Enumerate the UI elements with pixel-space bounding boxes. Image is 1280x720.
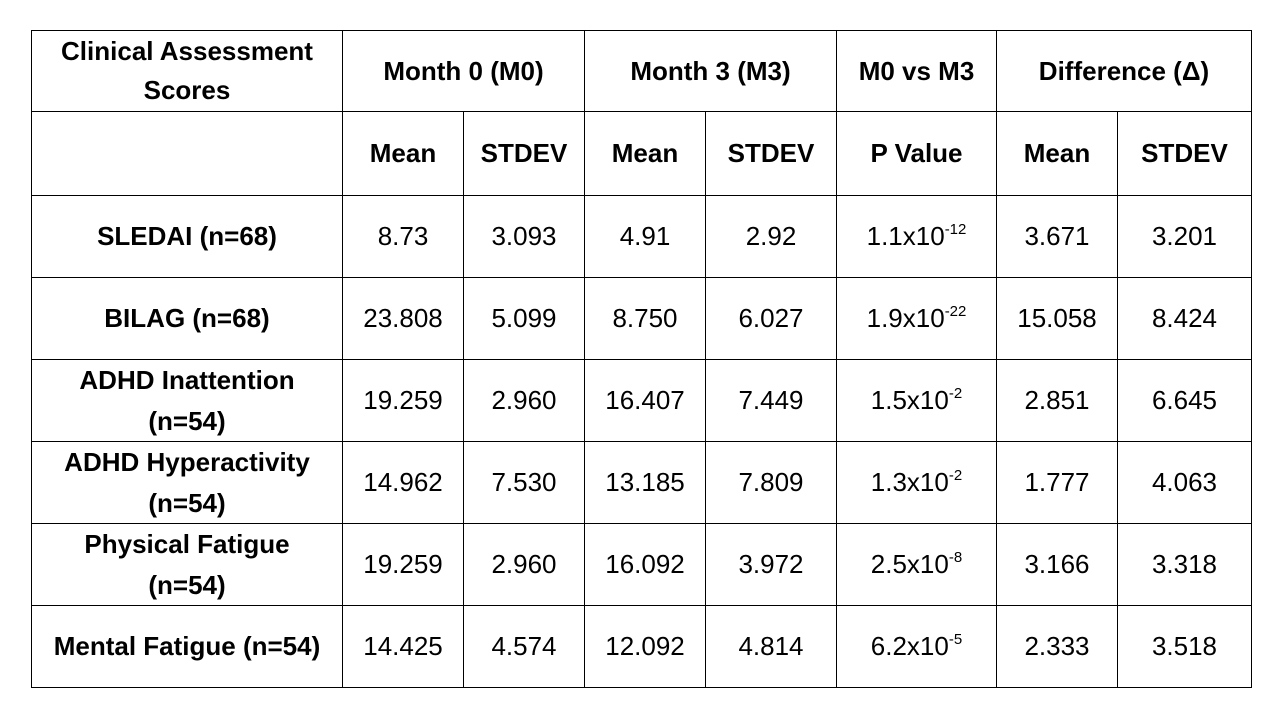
diff-stdev-cell: 6.645 <box>1117 359 1252 442</box>
m3-mean-cell: 16.092 <box>584 523 706 606</box>
m3-stdev-cell: 2.92 <box>705 195 837 278</box>
m3-stdev-cell: 6.027 <box>705 277 837 360</box>
m0-mean-cell: 14.962 <box>342 441 464 524</box>
p-value-exponent: -5 <box>948 630 963 648</box>
m3-mean-cell: 4.91 <box>584 195 706 278</box>
row-label: Mental Fatigue (n=54) <box>31 605 343 688</box>
diff-mean-cell: 2.333 <box>996 605 1118 688</box>
row-label-line1: Physical Fatigue <box>84 529 290 560</box>
diff-mean-cell: 3.166 <box>996 523 1118 606</box>
diff-mean-cell: 15.058 <box>996 277 1118 360</box>
diff-stdev-cell: 3.518 <box>1117 605 1252 688</box>
header-p-value: P Value <box>836 111 997 196</box>
header-difference: Difference (Δ) <box>996 30 1252 112</box>
p-value-exponent: -22 <box>944 302 967 320</box>
m0-stdev-cell: 5.099 <box>463 277 585 360</box>
m3-mean-cell: 8.750 <box>584 277 706 360</box>
m3-stdev-cell: 3.972 <box>705 523 837 606</box>
p-value-cell: 1.3x10-2 <box>836 441 997 524</box>
header-m3-stdev: STDEV <box>705 111 837 196</box>
m0-mean-cell: 8.73 <box>342 195 464 278</box>
p-value-exponent: -8 <box>948 548 963 566</box>
table-row: Physical Fatigue (n=54) 19.259 2.960 16.0… <box>31 523 1252 606</box>
diff-stdev-cell: 3.318 <box>1117 523 1252 606</box>
diff-stdev-cell: 8.424 <box>1117 277 1252 360</box>
p-value-cell: 1.5x10-2 <box>836 359 997 442</box>
m3-mean-cell: 13.185 <box>584 441 706 524</box>
p-value-base: 2.5x10 <box>870 549 949 580</box>
row-label-line2: (n=54) <box>148 487 226 518</box>
header-m3-mean: Mean <box>584 111 706 196</box>
m0-mean-cell: 23.808 <box>342 277 464 360</box>
p-value-cell: 6.2x10-5 <box>836 605 997 688</box>
m0-stdev-cell: 7.530 <box>463 441 585 524</box>
m3-mean-cell: 12.092 <box>584 605 706 688</box>
header-row-groups: Clinical Assessment Scores Month 0 (M0) … <box>31 30 1252 112</box>
diff-mean-cell: 1.777 <box>996 441 1118 524</box>
p-value-base: 1.5x10 <box>870 385 949 416</box>
row-label: ADHD Hyperactivity (n=54) <box>31 441 343 524</box>
row-label-line2: (n=54) <box>148 405 226 436</box>
header-month-0: Month 0 (M0) <box>342 30 585 112</box>
p-value-cell: 1.9x10-22 <box>836 277 997 360</box>
m0-mean-cell: 19.259 <box>342 523 464 606</box>
header-empty-cell <box>31 111 343 196</box>
m3-mean-cell: 16.407 <box>584 359 706 442</box>
m0-stdev-cell: 2.960 <box>463 359 585 442</box>
m0-mean-cell: 19.259 <box>342 359 464 442</box>
p-value-base: 1.3x10 <box>870 467 949 498</box>
table-row: ADHD Hyperactivity (n=54) 14.962 7.530 13… <box>31 441 1252 524</box>
table-row: BILAG (n=68) 23.808 5.099 8.750 6.027 1.… <box>31 277 1252 360</box>
diff-mean-cell: 2.851 <box>996 359 1118 442</box>
table-row: ADHD Inattention (n=54) 19.259 2.960 16.4… <box>31 359 1252 442</box>
p-value-exponent: -2 <box>948 466 963 484</box>
m3-stdev-cell: 7.809 <box>705 441 837 524</box>
m0-stdev-cell: 4.574 <box>463 605 585 688</box>
row-label: BILAG (n=68) <box>31 277 343 360</box>
header-diff-stdev: STDEV <box>1117 111 1252 196</box>
header-m0-stdev: STDEV <box>463 111 585 196</box>
diff-mean-cell: 3.671 <box>996 195 1118 278</box>
header-row-measures: Mean STDEV Mean STDEV P Value Mean STDEV <box>31 111 1252 196</box>
m0-stdev-cell: 2.960 <box>463 523 585 606</box>
diff-stdev-cell: 4.063 <box>1117 441 1252 524</box>
header-diff-mean: Mean <box>996 111 1118 196</box>
p-value-exponent: -2 <box>948 384 963 402</box>
p-value-cell: 1.1x10-12 <box>836 195 997 278</box>
diff-stdev-cell: 3.201 <box>1117 195 1252 278</box>
p-value-base: 6.2x10 <box>870 631 949 662</box>
row-label: Physical Fatigue (n=54) <box>31 523 343 606</box>
row-label-line1: ADHD Hyperactivity <box>64 447 310 478</box>
m0-stdev-cell: 3.093 <box>463 195 585 278</box>
header-month-3: Month 3 (M3) <box>584 30 837 112</box>
row-label-line1: ADHD Inattention <box>79 365 295 396</box>
clinical-scores-table: Clinical Assessment Scores Month 0 (M0) … <box>31 30 1252 688</box>
p-value-base: 1.9x10 <box>866 303 945 334</box>
p-value-base: 1.1x10 <box>866 221 945 252</box>
header-m0-vs-m3: M0 vs M3 <box>836 30 997 112</box>
header-m0-mean: Mean <box>342 111 464 196</box>
header-clinical-assessment-scores: Clinical Assessment Scores <box>31 30 343 112</box>
m3-stdev-cell: 7.449 <box>705 359 837 442</box>
m0-mean-cell: 14.425 <box>342 605 464 688</box>
row-label: ADHD Inattention (n=54) <box>31 359 343 442</box>
p-value-exponent: -12 <box>944 220 967 238</box>
p-value-cell: 2.5x10-8 <box>836 523 997 606</box>
table-row: SLEDAI (n=68) 8.73 3.093 4.91 2.92 1.1x1… <box>31 195 1252 278</box>
table-row: Mental Fatigue (n=54) 14.425 4.574 12.09… <box>31 605 1252 688</box>
row-label-line2: (n=54) <box>148 569 226 600</box>
row-label: SLEDAI (n=68) <box>31 195 343 278</box>
m3-stdev-cell: 4.814 <box>705 605 837 688</box>
